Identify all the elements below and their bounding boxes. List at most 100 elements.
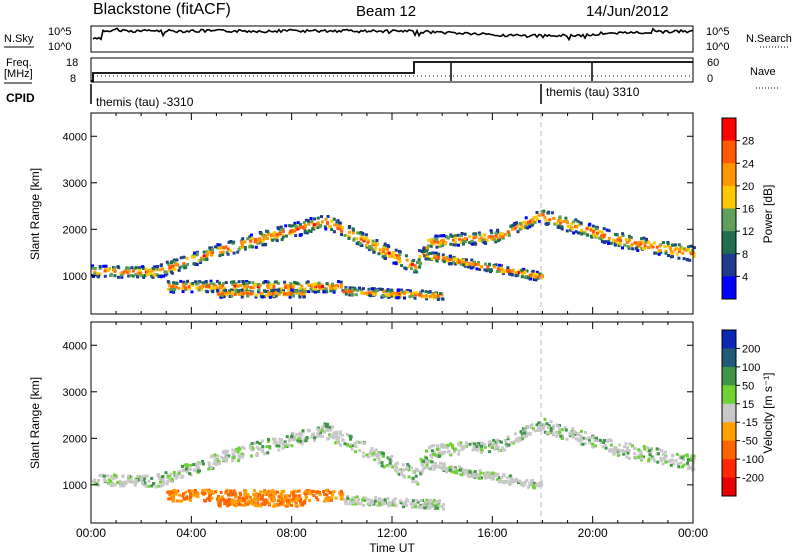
range-cell — [596, 438, 600, 442]
range-cell — [120, 275, 124, 279]
range-cell — [351, 496, 355, 500]
range-cell — [627, 456, 631, 460]
range-cell — [131, 274, 135, 278]
range-cell — [120, 484, 124, 488]
range-cell — [333, 223, 337, 227]
time-axis-labels: 00:00 04:00 08:00 12:00 16:00 20:00 00:00 — [76, 526, 708, 540]
range-cell — [506, 437, 510, 441]
range-cell — [689, 457, 693, 461]
range-cell — [258, 442, 262, 446]
range-cell — [268, 503, 271, 507]
station-title: Blackstone (fitACF) — [93, 1, 231, 18]
range-cell — [636, 242, 640, 246]
range-cell — [113, 476, 116, 480]
range-cell — [449, 453, 453, 457]
range-cell — [122, 484, 126, 488]
range-cell — [370, 246, 374, 250]
range-cell — [411, 469, 415, 473]
range-cell — [552, 433, 556, 437]
range-cell — [406, 290, 409, 294]
range-cell — [441, 462, 445, 466]
range-cell — [412, 471, 416, 475]
range-cell — [560, 227, 564, 231]
x-tick-label: 00:00 — [76, 526, 106, 540]
range-cell — [127, 474, 131, 478]
range-cell — [237, 498, 241, 502]
power-data — [91, 209, 696, 301]
range-cell — [267, 437, 271, 441]
range-cell — [239, 291, 243, 295]
range-cell — [432, 295, 436, 298]
range-cell — [248, 446, 252, 450]
range-cell — [420, 294, 424, 298]
range-cell — [181, 287, 185, 291]
range-cell — [182, 262, 186, 266]
range-cell — [362, 503, 366, 507]
range-cell — [442, 451, 446, 455]
range-cell — [659, 250, 663, 254]
range-cell — [436, 298, 440, 301]
range-cell — [430, 460, 434, 464]
range-cell — [98, 266, 102, 270]
range-cell — [676, 462, 680, 466]
range-cell — [279, 502, 283, 506]
range-cell — [252, 498, 256, 502]
range-cell — [557, 432, 560, 436]
range-cell — [167, 497, 171, 501]
range-cell — [109, 474, 113, 478]
range-cell — [215, 457, 219, 461]
range-cell — [303, 436, 307, 440]
range-cell — [189, 492, 193, 496]
range-cell — [365, 237, 369, 241]
range-cell — [147, 479, 151, 483]
range-cell — [262, 243, 266, 247]
range-cell — [420, 249, 424, 253]
range-cell — [473, 442, 477, 446]
range-cell — [499, 232, 503, 236]
range-cell — [231, 448, 235, 452]
range-cell — [293, 435, 297, 439]
range-cell — [196, 462, 200, 466]
range-cell — [316, 216, 320, 220]
range-cell — [237, 289, 240, 293]
range-cell — [477, 231, 481, 235]
range-cell — [386, 456, 390, 460]
range-cell — [511, 269, 515, 273]
range-cell — [492, 265, 496, 269]
range-cell — [229, 489, 233, 493]
range-cell — [394, 462, 398, 466]
range-cell — [164, 471, 168, 475]
range-cell — [354, 502, 358, 506]
range-cell — [594, 227, 598, 231]
range-cell — [398, 292, 401, 296]
range-cell — [516, 273, 520, 277]
range-cell — [607, 241, 610, 245]
range-cell — [523, 482, 527, 486]
range-cell — [410, 263, 414, 267]
range-cell — [664, 450, 667, 454]
range-cell — [664, 249, 668, 253]
range-cell — [433, 255, 436, 259]
range-cell — [398, 499, 402, 503]
range-cell — [349, 435, 353, 439]
range-cell — [196, 281, 200, 285]
range-cell — [526, 276, 530, 280]
range-cell — [441, 297, 445, 301]
range-cell — [114, 474, 117, 478]
range-cell — [494, 232, 498, 236]
range-cell — [374, 243, 378, 247]
range-cell — [380, 288, 384, 291]
range-cell — [261, 447, 265, 451]
range-cell — [492, 238, 496, 242]
range-cell — [218, 462, 221, 465]
range-cell — [291, 431, 295, 435]
range-cell — [425, 456, 429, 460]
range-cell — [177, 286, 181, 290]
range-cell — [278, 290, 282, 294]
range-cell — [640, 458, 643, 462]
range-cell — [309, 287, 313, 291]
range-cell — [235, 499, 239, 503]
range-cell — [549, 427, 553, 430]
